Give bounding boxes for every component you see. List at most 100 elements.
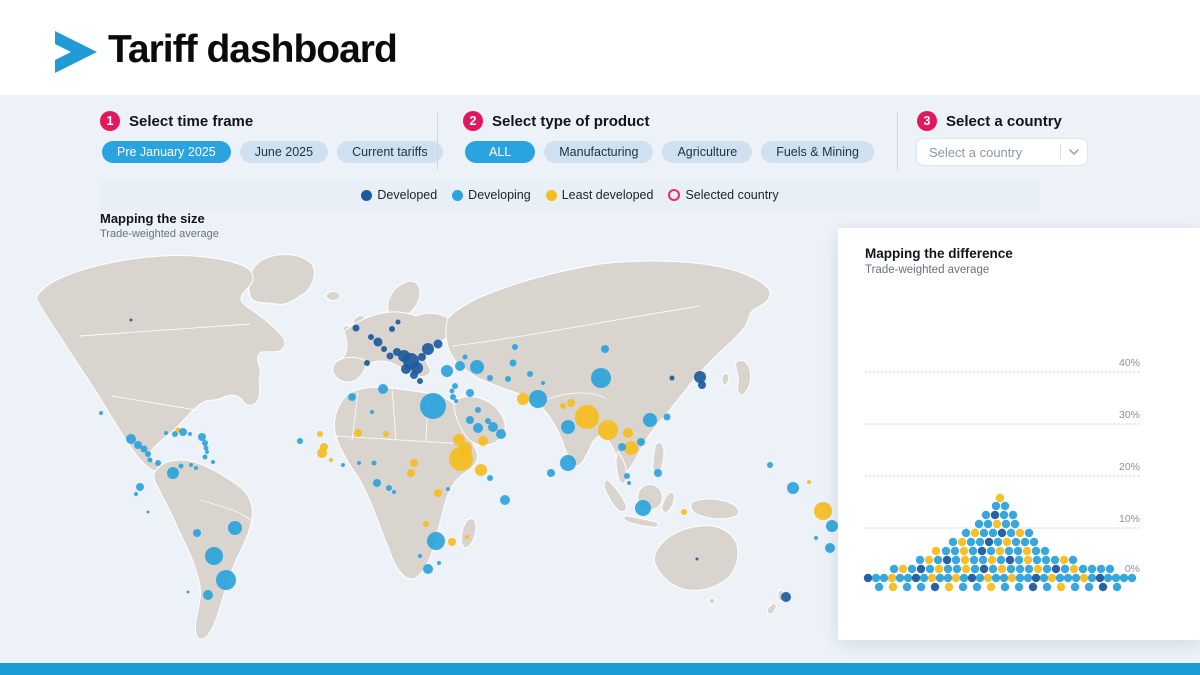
swarm-dot[interactable]: [1024, 528, 1034, 538]
country-bubble[interactable]: [378, 384, 388, 394]
country-bubble[interactable]: [386, 352, 394, 360]
country-bubble[interactable]: [455, 361, 465, 371]
country-bubble[interactable]: [194, 466, 198, 470]
country-bubble[interactable]: [663, 413, 671, 421]
country-bubble[interactable]: [826, 520, 838, 532]
country-bubble[interactable]: [635, 500, 651, 516]
swarm-dot[interactable]: [999, 510, 1009, 520]
swarm-dot[interactable]: [1028, 582, 1038, 592]
swarm-dot[interactable]: [975, 537, 985, 547]
swarm-dot[interactable]: [997, 528, 1007, 538]
swarm-dot[interactable]: [988, 528, 998, 538]
swarm-dot[interactable]: [1015, 573, 1025, 583]
country-bubble[interactable]: [198, 433, 206, 441]
swarm-dot[interactable]: [895, 573, 905, 583]
country-bubble[interactable]: [441, 365, 453, 377]
country-bubble[interactable]: [575, 405, 599, 429]
country-bubble[interactable]: [601, 345, 609, 353]
swarm-dot[interactable]: [915, 555, 925, 565]
country-bubble[interactable]: [228, 521, 242, 535]
swarm-dot[interactable]: [1084, 582, 1094, 592]
country-bubble[interactable]: [354, 429, 362, 437]
swarm-dot[interactable]: [951, 555, 961, 565]
timeframe-pill-june-2025[interactable]: June 2025: [239, 141, 329, 163]
swarm-dot[interactable]: [903, 573, 913, 583]
swarm-dot[interactable]: [902, 582, 912, 592]
country-bubble[interactable]: [496, 429, 506, 439]
swarm-dot[interactable]: [995, 493, 1005, 503]
swarm-dot[interactable]: [907, 564, 917, 574]
country-bubble[interactable]: [500, 495, 510, 505]
swarm-dot[interactable]: [874, 582, 884, 592]
swarm-dot[interactable]: [1042, 582, 1052, 592]
country-bubble[interactable]: [381, 346, 387, 352]
country-bubble[interactable]: [297, 438, 303, 444]
swarm-dot[interactable]: [952, 564, 962, 574]
swarm-dot[interactable]: [986, 546, 996, 556]
country-bubble[interactable]: [450, 394, 456, 400]
swarm-dot[interactable]: [1008, 510, 1018, 520]
country-bubble[interactable]: [352, 324, 360, 332]
country-bubble[interactable]: [681, 509, 687, 515]
swarm-dot[interactable]: [1095, 573, 1105, 583]
swarm-dot[interactable]: [1014, 555, 1024, 565]
swarm-dot[interactable]: [1042, 564, 1052, 574]
country-bubble[interactable]: [178, 463, 184, 469]
country-bubble[interactable]: [99, 411, 103, 415]
swarm-dot[interactable]: [1055, 573, 1065, 583]
country-bubble[interactable]: [598, 420, 618, 440]
country-bubble[interactable]: [341, 463, 345, 467]
swarm-dot[interactable]: [1006, 564, 1016, 574]
country-bubble[interactable]: [473, 423, 483, 433]
swarm-dot[interactable]: [1056, 582, 1066, 592]
country-bubble[interactable]: [410, 459, 418, 467]
country-bubble[interactable]: [211, 460, 215, 464]
country-bubble[interactable]: [462, 354, 468, 360]
swarm-dot[interactable]: [1024, 564, 1034, 574]
swarm-dot[interactable]: [925, 564, 935, 574]
country-bubble[interactable]: [669, 375, 675, 381]
country-bubble[interactable]: [147, 457, 153, 463]
swarm-dot[interactable]: [1020, 537, 1030, 547]
country-dropdown[interactable]: Select a country: [917, 139, 1087, 165]
swarm-dot[interactable]: [993, 537, 1003, 547]
swarm-dot[interactable]: [871, 573, 881, 583]
country-bubble[interactable]: [807, 480, 811, 484]
country-bubble[interactable]: [825, 543, 835, 553]
swarm-dot[interactable]: [992, 519, 1002, 529]
country-bubble[interactable]: [423, 521, 429, 527]
swarm-dot[interactable]: [1031, 546, 1041, 556]
country-bubble[interactable]: [189, 463, 193, 467]
swarm-dot[interactable]: [934, 564, 944, 574]
swarm-dot[interactable]: [999, 573, 1009, 583]
country-bubble[interactable]: [357, 461, 361, 465]
country-bubble[interactable]: [512, 344, 518, 350]
swarm-dot[interactable]: [972, 582, 982, 592]
swarm-dot[interactable]: [1004, 546, 1014, 556]
swarm-dot[interactable]: [961, 564, 971, 574]
country-bubble[interactable]: [418, 353, 426, 361]
swarm-dot[interactable]: [942, 555, 952, 565]
swarm-dot[interactable]: [951, 573, 961, 583]
swarm-dot[interactable]: [1071, 573, 1081, 583]
country-bubble[interactable]: [767, 462, 773, 468]
swarm-dot[interactable]: [997, 564, 1007, 574]
swarm-dot[interactable]: [983, 573, 993, 583]
country-bubble[interactable]: [470, 360, 484, 374]
country-bubble[interactable]: [466, 389, 474, 397]
country-bubble[interactable]: [193, 529, 201, 537]
swarm-dot[interactable]: [978, 555, 988, 565]
country-bubble[interactable]: [386, 485, 392, 491]
swarm-dot[interactable]: [1015, 528, 1025, 538]
country-bubble[interactable]: [129, 318, 133, 322]
swarm-dot[interactable]: [1060, 564, 1070, 574]
country-bubble[interactable]: [417, 378, 423, 384]
swarm-dot[interactable]: [1023, 573, 1033, 583]
country-bubble[interactable]: [140, 445, 148, 453]
country-bubble[interactable]: [527, 371, 533, 377]
swarm-dot[interactable]: [1119, 573, 1129, 583]
swarm-dot[interactable]: [1112, 582, 1122, 592]
country-bubble[interactable]: [134, 492, 138, 496]
country-bubble[interactable]: [814, 502, 832, 520]
swarm-dot[interactable]: [961, 528, 971, 538]
